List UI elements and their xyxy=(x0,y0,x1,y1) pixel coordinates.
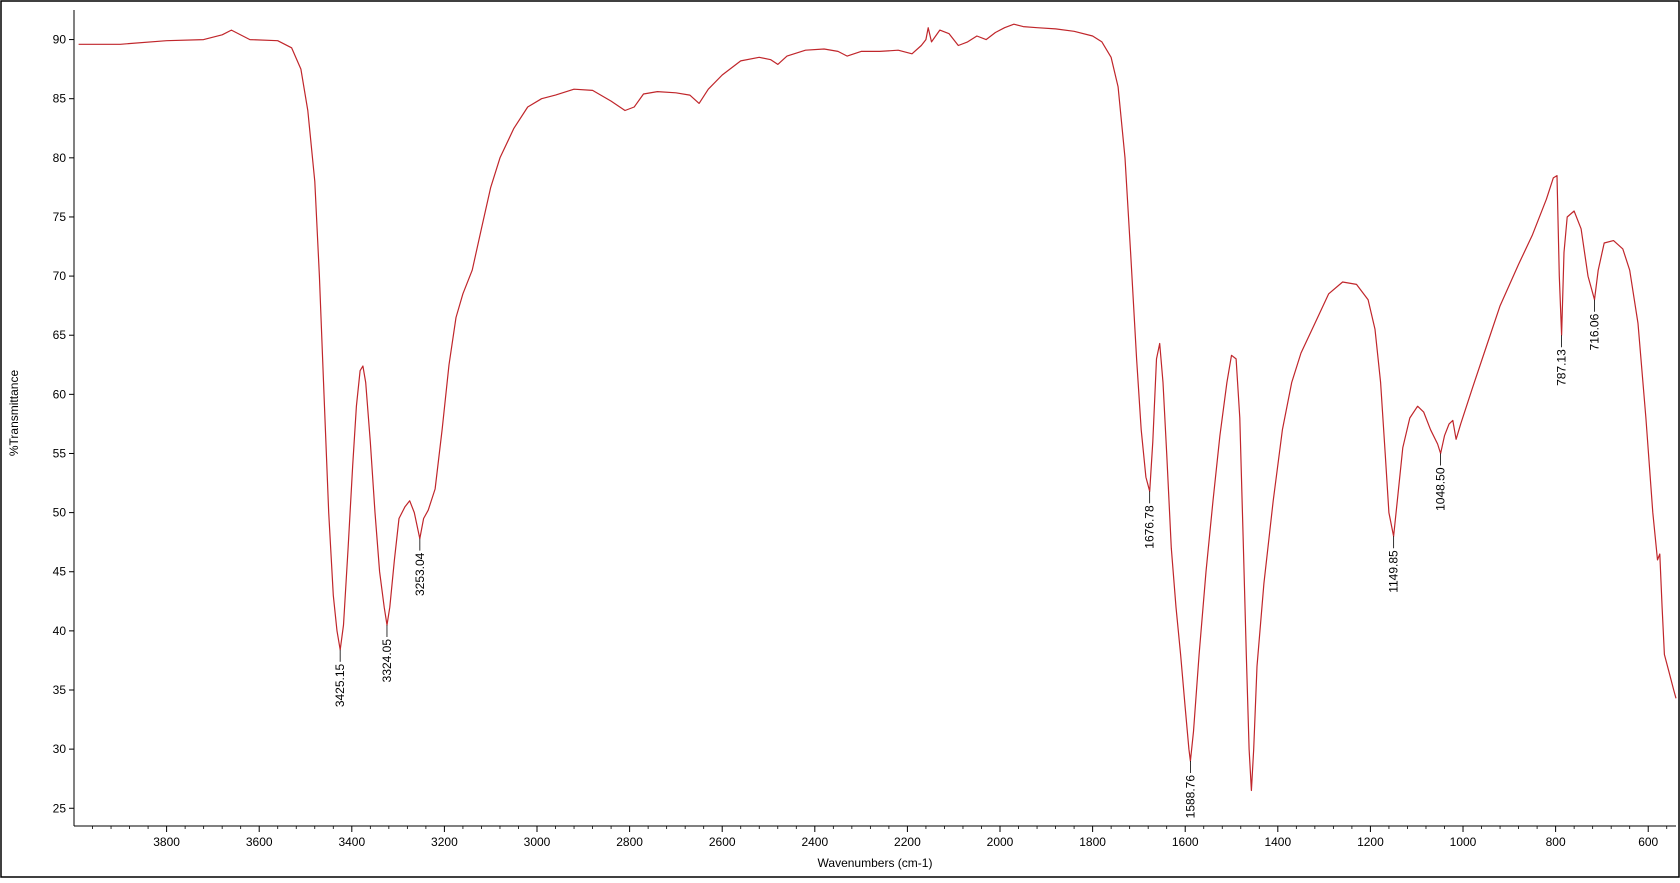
x-tick-label: 1000 xyxy=(1450,835,1477,849)
x-tick-label: 2000 xyxy=(987,835,1014,849)
y-tick-label: 30 xyxy=(53,742,67,756)
y-tick-label: 50 xyxy=(53,506,67,520)
spectrum-line xyxy=(78,23,1677,792)
x-tick-label: 1200 xyxy=(1357,835,1384,849)
y-tick-label: 75 xyxy=(53,210,67,224)
x-tick-label: 2400 xyxy=(801,835,828,849)
peak-label: 1149.85 xyxy=(1387,550,1401,593)
y-tick-label: 85 xyxy=(53,92,67,106)
x-tick-label: 2600 xyxy=(709,835,736,849)
peak-label: 1676.78 xyxy=(1143,505,1157,549)
x-tick-label: 1400 xyxy=(1264,835,1291,849)
x-tick-label: 1600 xyxy=(1172,835,1199,849)
y-tick-label: 90 xyxy=(53,33,67,47)
y-tick-label: 65 xyxy=(53,328,67,342)
peak-label: 1588.76 xyxy=(1183,775,1197,819)
peak-label: 3253.04 xyxy=(413,552,427,596)
x-tick-label: 3600 xyxy=(246,835,273,849)
y-axis-label: %Transmittance xyxy=(7,370,21,457)
y-tick-label: 45 xyxy=(53,565,67,579)
peak-label: 716.06 xyxy=(1587,313,1601,350)
x-axis-label: Wavenumbers (cm-1) xyxy=(818,856,933,870)
x-tick-label: 2200 xyxy=(894,835,921,849)
y-tick-label: 80 xyxy=(53,151,67,165)
x-tick-label: 800 xyxy=(1546,835,1566,849)
x-tick-label: 3400 xyxy=(338,835,365,849)
y-tick-label: 70 xyxy=(53,269,67,283)
y-tick-label: 25 xyxy=(53,801,67,815)
peak-label: 787.13 xyxy=(1555,349,1569,386)
peak-label: 3324.05 xyxy=(380,639,394,683)
y-tick-label: 60 xyxy=(53,387,67,401)
peak-label: 3425.15 xyxy=(333,663,347,707)
plot-area: 25 30 35 40 45 50 55 60 65 70 75 80 85 90 3800 3600 3400… xyxy=(53,10,1677,849)
x-tick-label: 3200 xyxy=(431,835,458,849)
y-tick-label: 40 xyxy=(53,624,67,638)
y-tick-label: 55 xyxy=(53,446,67,460)
x-tick-label: 3000 xyxy=(524,835,551,849)
x-tick-label: 3800 xyxy=(153,835,180,849)
x-tick-label: 2800 xyxy=(616,835,643,849)
x-tick-label: 1800 xyxy=(1079,835,1106,849)
x-tick-label: 600 xyxy=(1638,835,1658,849)
peak-label: 1048.50 xyxy=(1434,467,1448,511)
y-tick-label: 35 xyxy=(53,683,67,697)
